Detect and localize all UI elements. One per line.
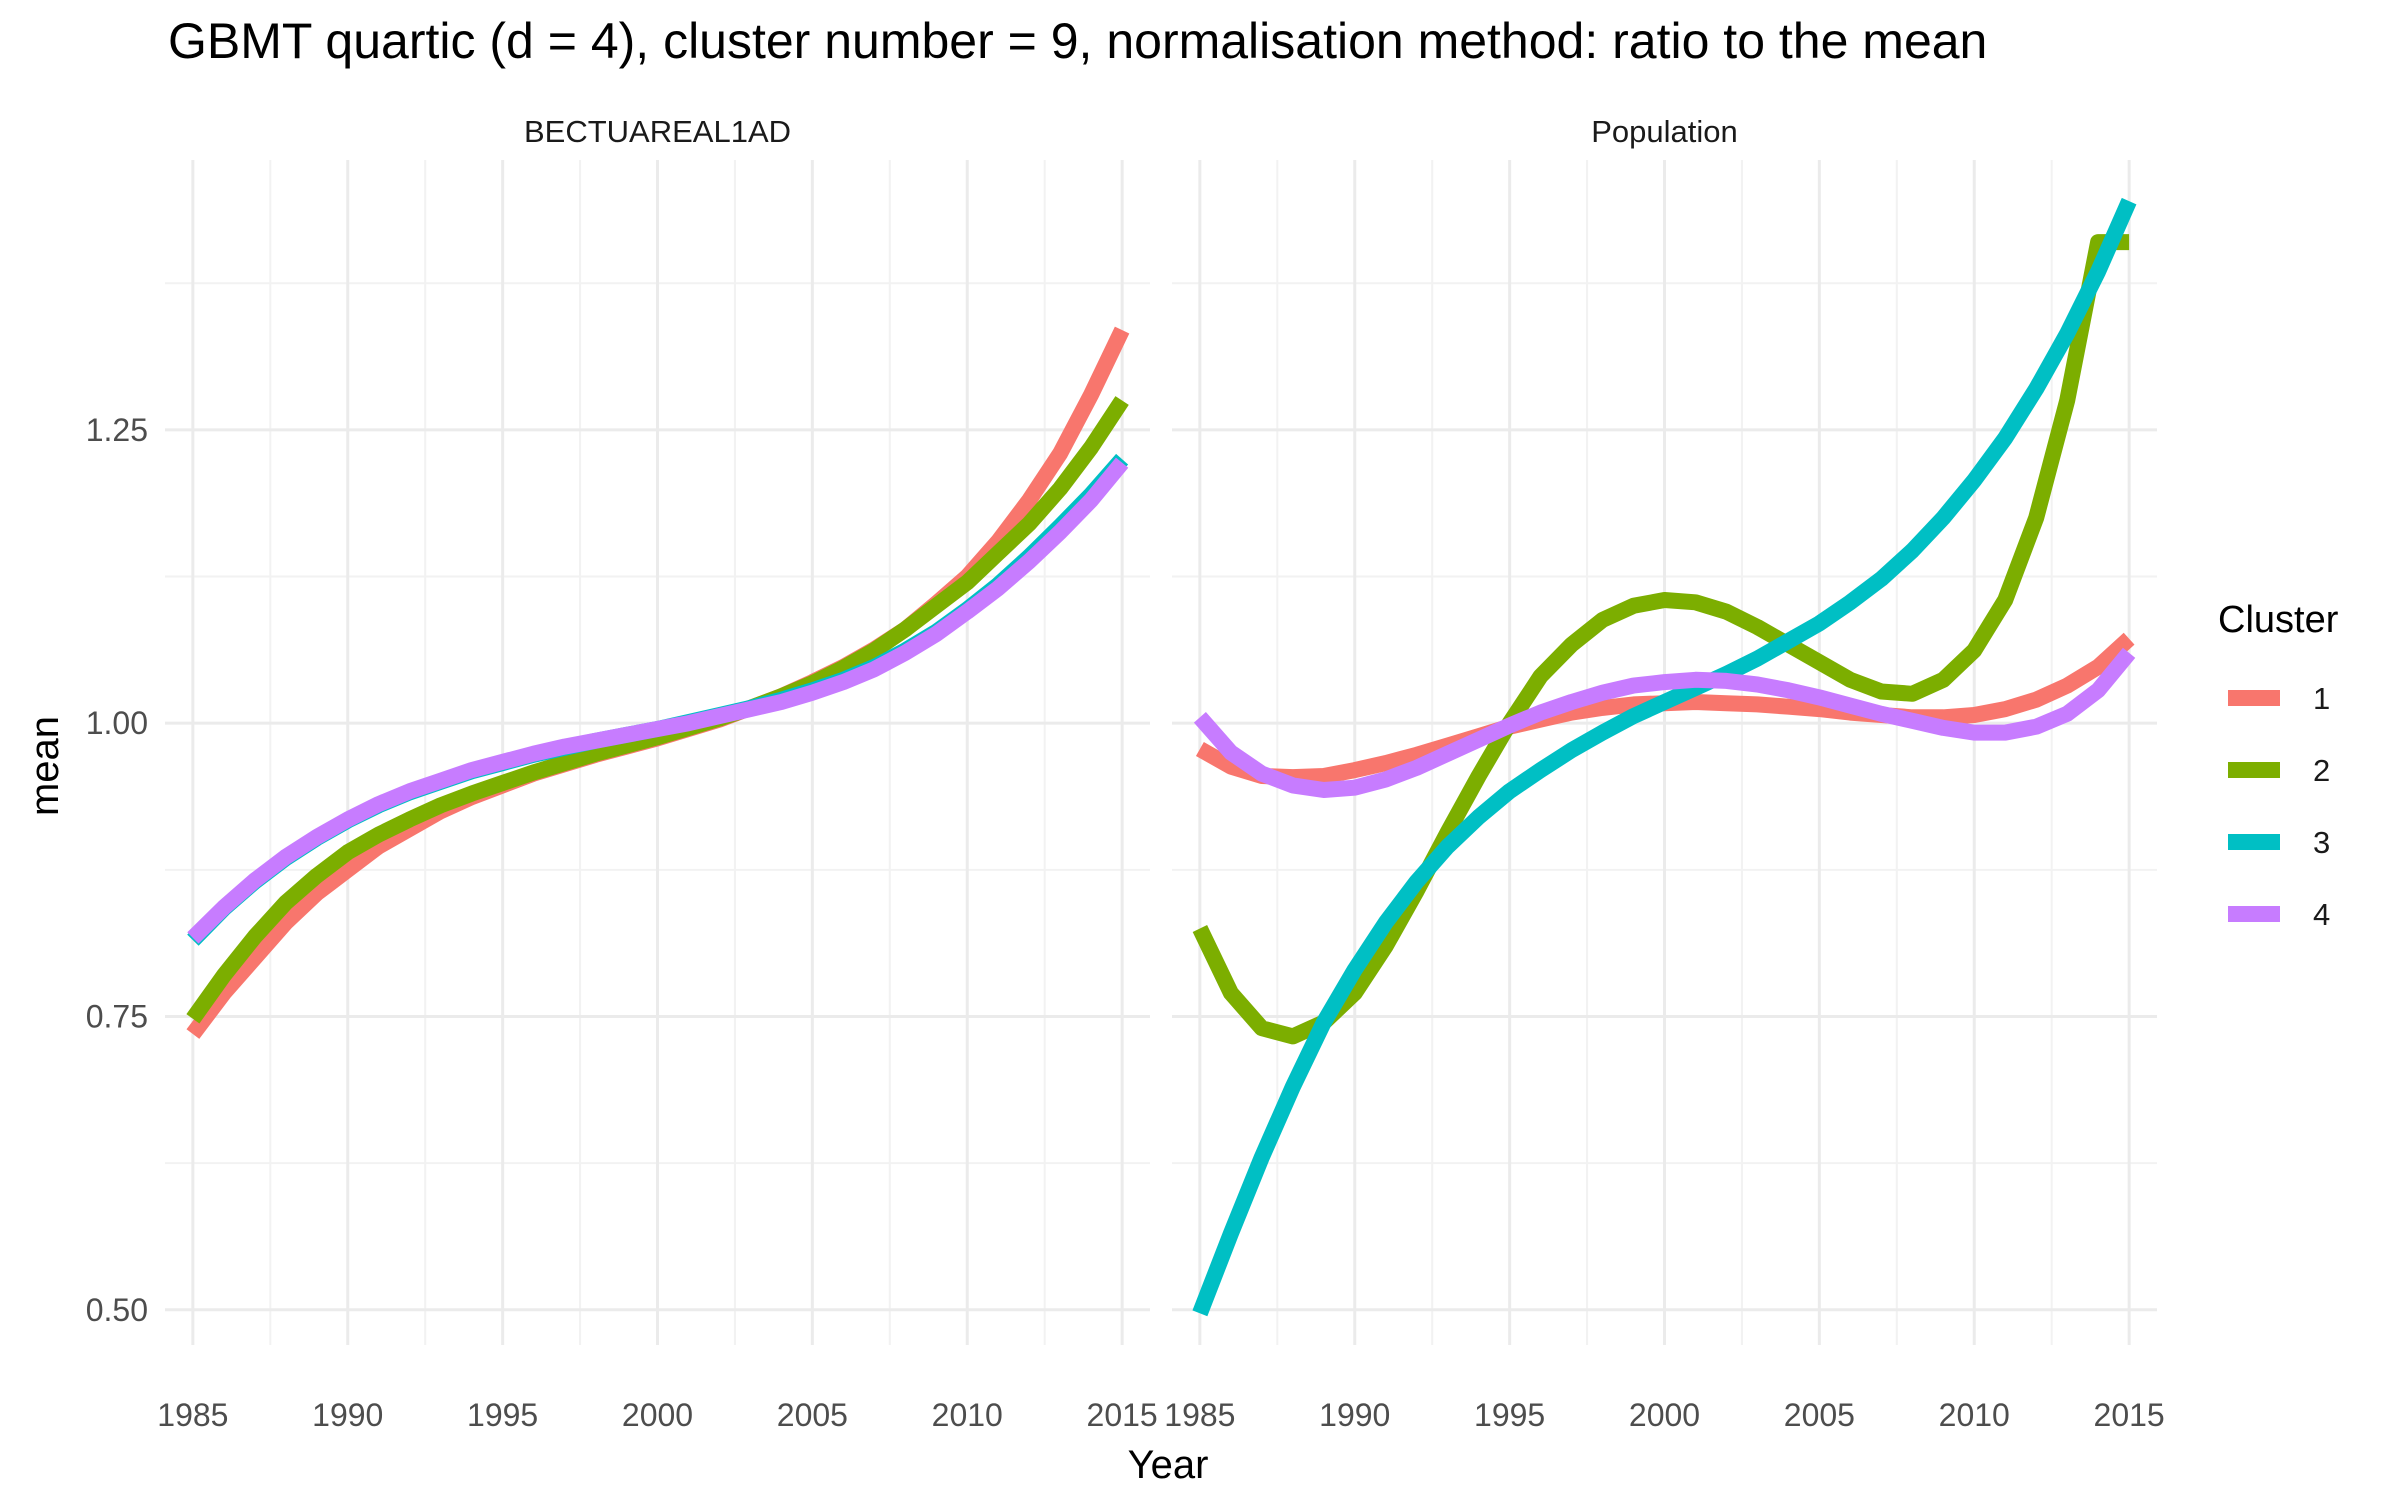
y-tick-label: 1.25 (86, 412, 148, 448)
x-tick-label: 2015 (1087, 1397, 1158, 1433)
x-tick-label: 2005 (777, 1397, 848, 1433)
x-tick-label: 2015 (2094, 1397, 2165, 1433)
x-tick-label: 1995 (467, 1397, 538, 1433)
series-line-cluster-2 (186, 396, 1129, 1024)
x-tick-label: 1990 (1319, 1397, 1390, 1433)
legend-label-3: 3 (2313, 825, 2330, 860)
x-tick-label: 2005 (1784, 1397, 1855, 1433)
legend-label-1: 1 (2313, 681, 2330, 716)
y-tick-label: 0.75 (86, 998, 148, 1034)
panel-strip-label: Population (1591, 114, 1738, 149)
series-line-cluster-4 (187, 457, 1129, 944)
panel-strip-label: BECTUAREAL1AD (524, 114, 791, 149)
y-tick-label: 1.00 (86, 705, 148, 741)
series-line-cluster-3 (1192, 197, 2137, 1317)
x-axis-title: Year (1128, 1443, 1209, 1487)
y-tick-label: 0.50 (86, 1292, 148, 1328)
legend-label-2: 2 (2313, 753, 2330, 788)
x-tick-label: 2000 (622, 1397, 693, 1433)
x-tick-label: 1985 (1164, 1397, 1235, 1433)
x-tick-label: 1985 (157, 1397, 228, 1433)
panel-2: Population 1985 1990 1995 2000 2005 2010 2015 (1164, 114, 2164, 1433)
x-tick-label: 1990 (312, 1397, 383, 1433)
x-tick-label: 1995 (1474, 1397, 1545, 1433)
x-tick-label: 2010 (1939, 1397, 2010, 1433)
chart-panels: BECTUAREAL1AD 1985 1990 1995 2000 2005 2010 201… (86, 114, 2165, 1433)
series-line-cluster-4 (1193, 647, 2136, 798)
x-tick-label: 2010 (932, 1397, 1003, 1433)
y-axis-title: mean (23, 716, 67, 816)
legend-label-4: 4 (2313, 897, 2330, 932)
chart-title: GBMT quartic (d = 4), cluster number = 9… (168, 13, 1987, 69)
x-tick-label: 2000 (1629, 1397, 1700, 1433)
legend: Cluster 1 2 3 4 (2218, 599, 2339, 932)
panel-1: BECTUAREAL1AD 1985 1990 1995 2000 2005 2010 201… (86, 114, 1158, 1433)
legend-title: Cluster (2218, 599, 2339, 641)
series-line-cluster-2 (1192, 234, 2130, 1045)
